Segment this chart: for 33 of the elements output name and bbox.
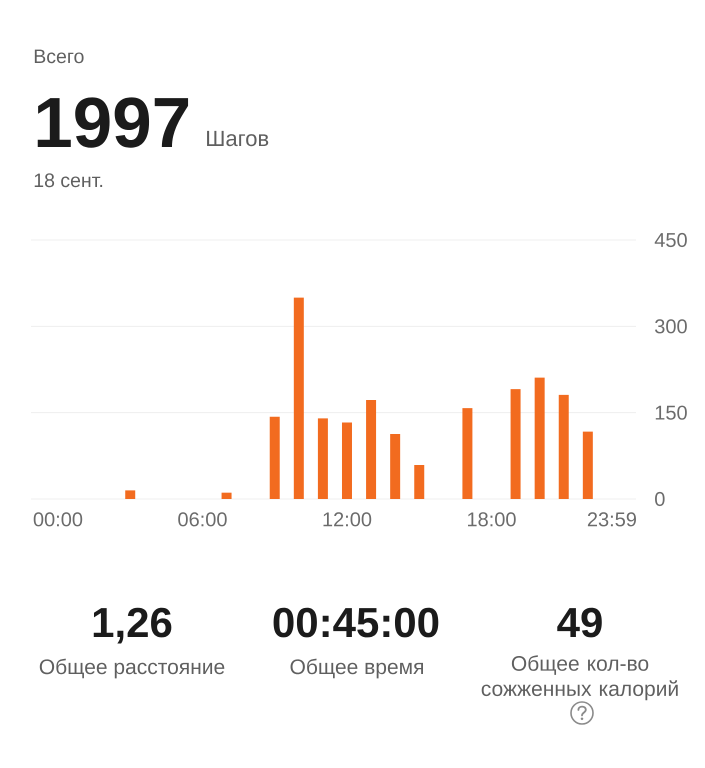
text: 00:45:00 [274, 608, 438, 638]
text: Общее расстояние [40, 658, 224, 678]
y-tick-label: 450 [654, 232, 687, 248]
bar [462, 408, 472, 500]
text: Общее кол-во сожженных калорий [482, 655, 678, 700]
x-tick-label: 06:00 [178, 512, 227, 526]
text: 18 сент. [34, 173, 102, 188]
x-tick-label: 23:59 [588, 512, 636, 526]
text: Общее время [290, 658, 423, 678]
x-tick-label: 00:00 [34, 512, 82, 526]
y-tick-label: 150 [656, 406, 687, 420]
bar [294, 298, 304, 500]
text: 49 [557, 608, 602, 638]
bar [222, 492, 232, 500]
bar [342, 422, 352, 500]
bar [390, 434, 400, 500]
text: 1997 [38, 97, 188, 148]
bar [534, 378, 545, 500]
text: Шагов [207, 130, 268, 146]
y-tick-label: 300 [655, 319, 687, 334]
bar [125, 490, 136, 500]
bar [270, 416, 280, 500]
x-tick-label: 18:00 [468, 512, 516, 526]
bar [582, 432, 593, 500]
bar [318, 418, 328, 500]
bar [510, 389, 521, 500]
bar [558, 394, 569, 500]
bar [366, 400, 376, 500]
y-tick-label: 0 [655, 492, 665, 506]
bar [414, 465, 424, 500]
text: 1,26 [94, 608, 172, 644]
x-tick-label: 12:00 [323, 512, 372, 526]
chart-title: Всего [34, 50, 84, 64]
